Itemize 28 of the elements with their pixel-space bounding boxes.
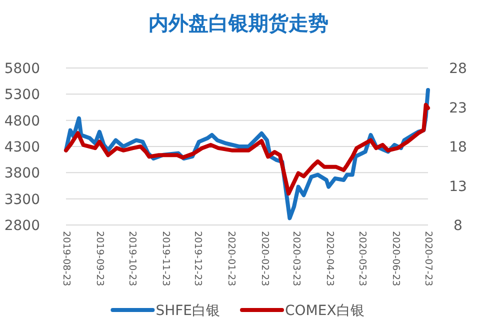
x-tick-label: 2019-12-23	[192, 231, 204, 286]
y-tick-label: 2800	[4, 218, 40, 234]
x-tick-label: 2020-06-23	[390, 231, 401, 286]
line-series	[64, 102, 430, 196]
x-tick-label: 2019-11-23	[160, 231, 171, 286]
x-tick-label: 2020-01-23	[226, 231, 237, 286]
chart-title: 内外盘白银期货走势	[148, 11, 328, 35]
y2-tick-label: 23	[449, 100, 467, 116]
x-tick-label: 2020-05-23	[356, 231, 368, 286]
x-tick-label: 2020-04-23	[324, 231, 336, 286]
y-tick-label: 3300	[4, 192, 40, 208]
y2-tick-label: 18	[449, 140, 467, 156]
y2-tick-label: 28	[449, 61, 467, 77]
y2-tick-label: 13	[449, 178, 467, 195]
x-tick-label: 2019-08-23	[60, 231, 72, 286]
y-tick-label: 5800	[4, 61, 40, 77]
x-tick-label: 2020-03-23	[290, 231, 302, 286]
x-tick-label: 2020-02-23	[259, 231, 270, 286]
y-tick-label: 3800	[4, 166, 40, 182]
y-tick-label: 5300	[4, 87, 40, 104]
x-tick-label: 2019-09-23	[94, 231, 105, 286]
legend-label: SHFE白银	[156, 303, 220, 319]
legend-label: COMEX白银	[285, 303, 364, 319]
y-tick-label: 4800	[4, 113, 40, 130]
x-tick-label: 2019-10-23	[126, 231, 138, 286]
y-tick-label: 4300	[4, 140, 40, 156]
y2-tick-label: 8	[454, 218, 462, 234]
x-tick-label: 2020-07-23	[422, 231, 434, 286]
